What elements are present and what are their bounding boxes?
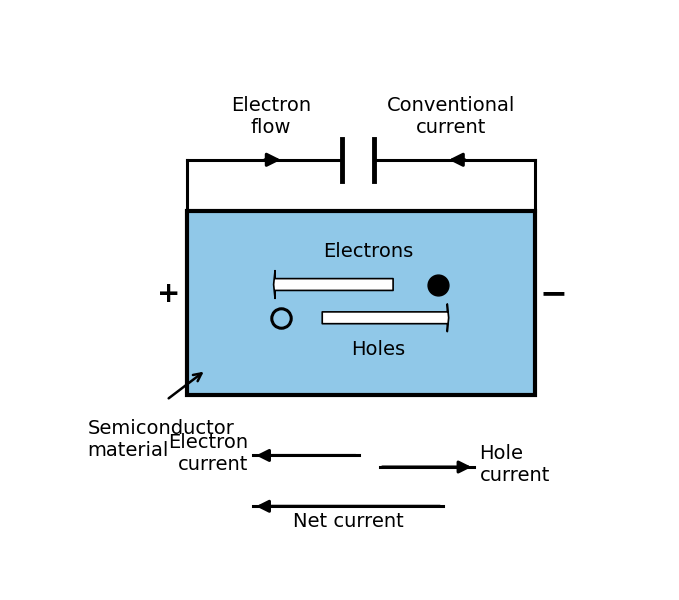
Text: Holes: Holes (352, 340, 405, 359)
Bar (187, 211, 535, 395)
Text: Electron
flow: Electron flow (231, 95, 311, 137)
Text: Electron
current: Electron current (168, 433, 248, 473)
Text: Net current: Net current (293, 512, 403, 531)
Text: +: + (158, 280, 181, 308)
Text: Electrons: Electrons (323, 242, 414, 261)
Text: Semiconductor
material: Semiconductor material (88, 419, 234, 460)
Text: Hole
current: Hole current (479, 444, 550, 485)
Text: −: − (539, 277, 567, 310)
Text: Conventional
current: Conventional current (387, 95, 515, 137)
